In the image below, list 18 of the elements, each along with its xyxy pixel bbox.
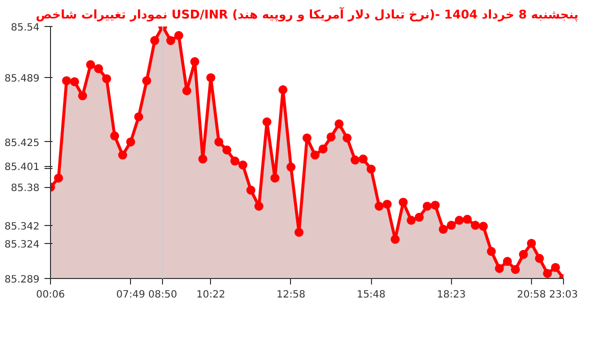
x-tick-label: 00:06 [36, 290, 65, 300]
x-tick-label: 20:58 [517, 290, 546, 300]
y-tick-label: 85.489 [4, 74, 40, 85]
y-tick-label: 85.425 [4, 138, 40, 149]
x-tick-label: 15:48 [356, 290, 386, 300]
y-tick-label: 85.289 [4, 274, 40, 286]
y-tick-label: 85.401 [4, 162, 40, 174]
x-tick-label: 23:03 [549, 290, 578, 300]
x-tick-label: 12:58 [276, 290, 306, 300]
x-tick-label: 10:22 [196, 290, 226, 300]
y-tick-label: 85.342 [4, 221, 40, 232]
x-tick-label: 08:50 [148, 290, 178, 300]
y-tick-label: 85.38 [10, 183, 40, 194]
x-tick-label: 18:23 [436, 290, 466, 300]
x-tick-label: 07:49 [116, 290, 146, 300]
y-tick-label: 85.324 [4, 239, 40, 250]
chart-title: نمودار تغییرات شاخص USD/INR (نرخ تبادل دلار آمریکا و روپیه هند)- پنجشنبه 8 خرداد 1404 [36, 6, 578, 22]
y-tick-label: 85.54 [10, 22, 40, 34]
